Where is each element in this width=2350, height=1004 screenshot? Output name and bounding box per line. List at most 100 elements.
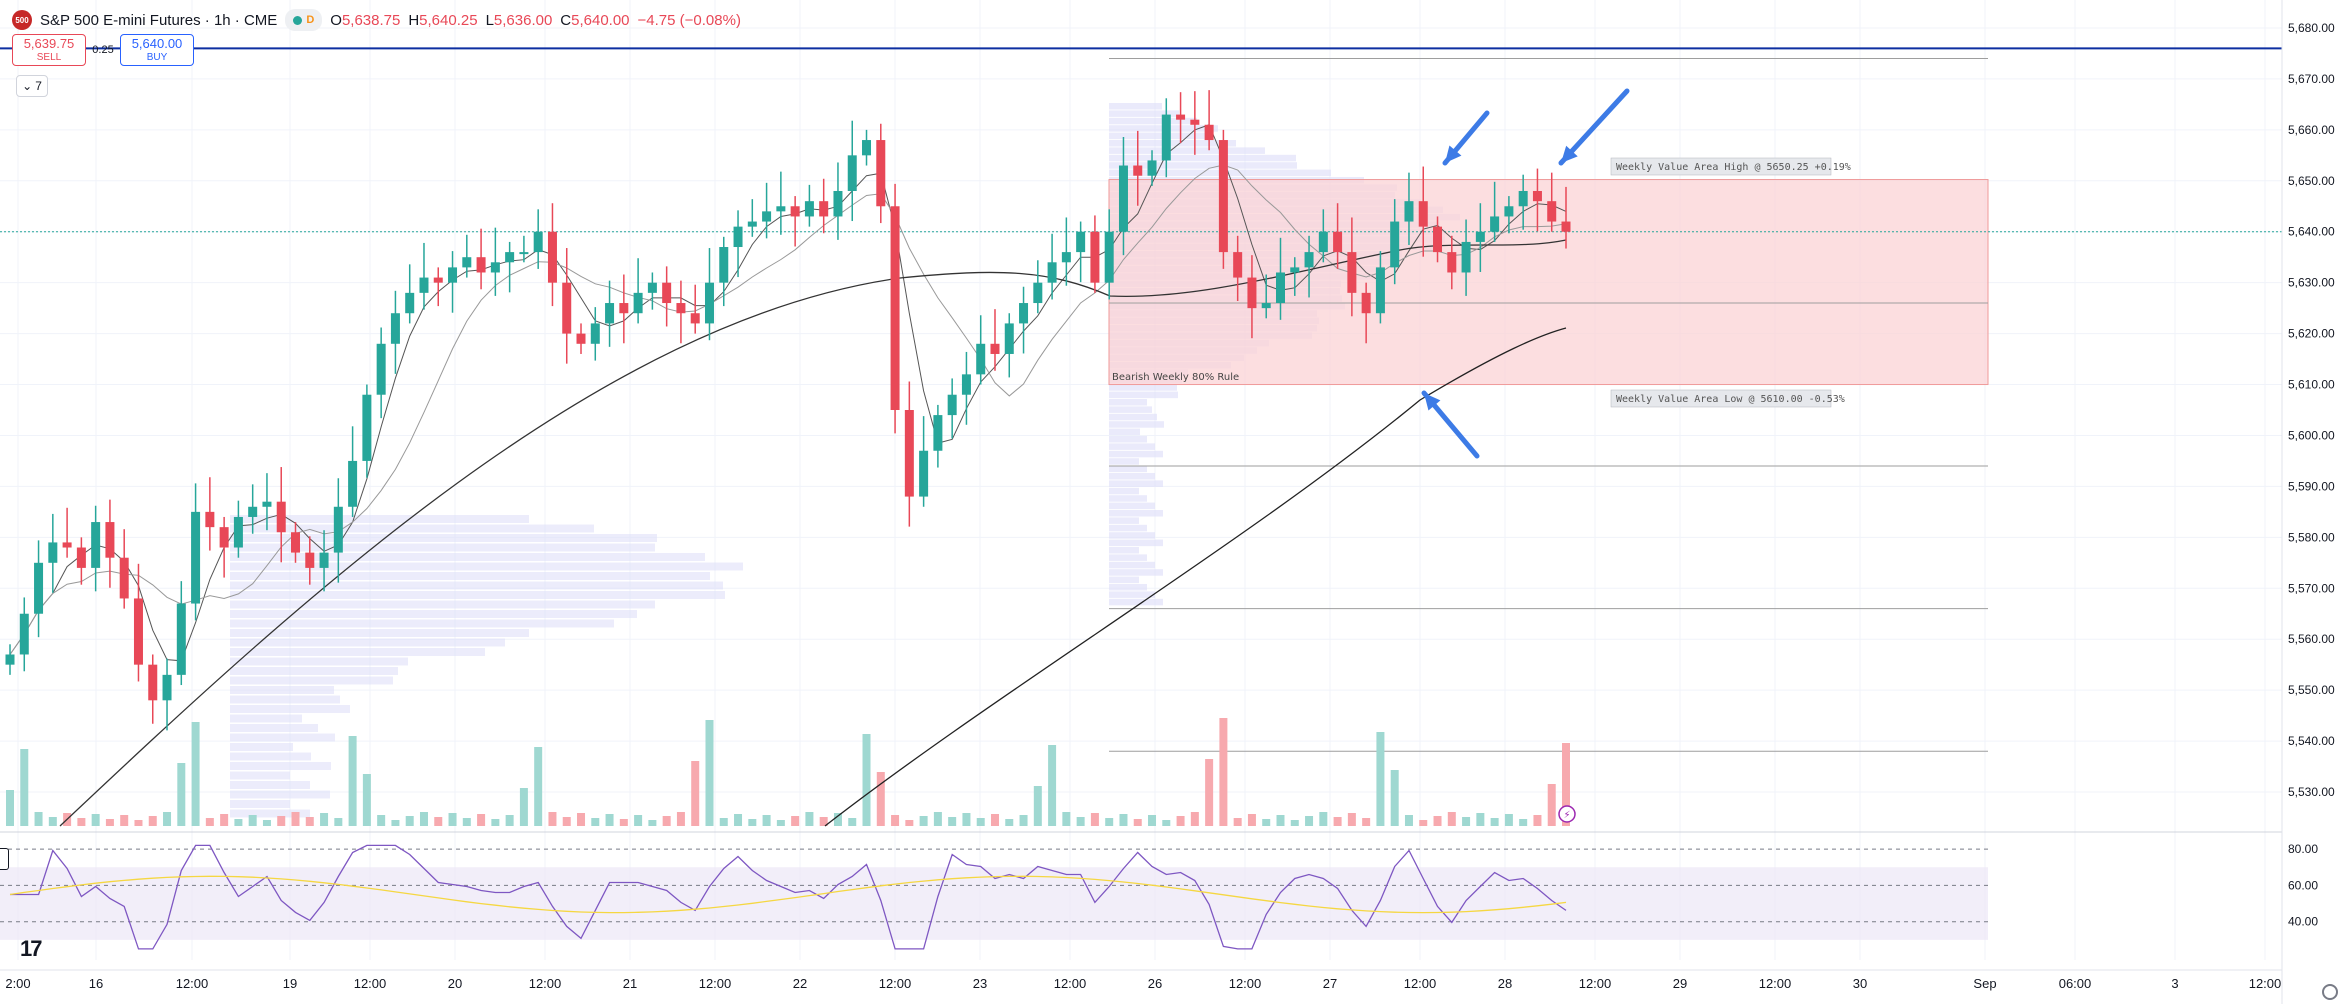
volume-bar xyxy=(248,815,257,826)
rsi-line xyxy=(10,844,1567,950)
volume-profile-bar xyxy=(1109,147,1265,154)
candle-body xyxy=(1104,231,1114,283)
volume-bar xyxy=(762,815,771,826)
candle-body xyxy=(1076,231,1086,253)
price-tick-label: 5,580.00 xyxy=(2288,530,2335,544)
candle-body xyxy=(1133,165,1143,176)
volume-profile-bar xyxy=(230,676,393,685)
time-axis[interactable]: 2:00 16 12:00 19 12:00 20 12:00 21 12:00 22 12:00 2… xyxy=(0,969,2282,991)
high-label: H xyxy=(408,11,420,29)
volume-bar xyxy=(719,818,728,826)
volume-bar xyxy=(405,816,414,826)
candle-body xyxy=(105,522,115,558)
volume-bar xyxy=(1533,815,1542,826)
candle-body xyxy=(1176,114,1186,120)
volume-bar xyxy=(933,812,942,826)
volume-bar xyxy=(1205,759,1214,826)
volume-bar xyxy=(833,813,842,826)
candle-body xyxy=(847,155,857,191)
volume-bar xyxy=(948,817,957,826)
candle-body xyxy=(133,598,143,665)
candle-body xyxy=(1518,190,1528,207)
volume-bar xyxy=(419,812,428,826)
candle-body xyxy=(1218,140,1228,253)
volume-bar xyxy=(805,812,814,826)
time-tick-label: 21 xyxy=(623,976,637,991)
pane-collapse-tab[interactable] xyxy=(0,848,9,870)
volume-bar xyxy=(876,772,885,826)
volume-bar xyxy=(120,815,129,826)
candle-body xyxy=(62,542,72,548)
candle-body xyxy=(148,664,158,701)
volume-profile-bar xyxy=(1109,561,1155,569)
candle-body xyxy=(1004,323,1014,354)
ohlc-values: O5,638.75 H5,640.25 L5,636.00 C5,640.00 … xyxy=(330,12,741,29)
volume-profile-bar xyxy=(230,667,398,675)
candle-body xyxy=(1347,252,1357,293)
volume-profile-bar xyxy=(230,752,311,761)
volume-bar xyxy=(6,790,14,826)
market-status-pill[interactable]: D xyxy=(285,9,323,31)
candle-body xyxy=(1204,124,1214,141)
candle-body xyxy=(419,277,429,293)
time-tick-label: 12:00 xyxy=(176,976,209,991)
price-tick-label: 5,610.00 xyxy=(2288,378,2335,392)
volume-bar xyxy=(862,734,871,826)
indicator-count: 7 xyxy=(35,79,42,93)
candles xyxy=(5,90,1571,731)
volume-bar xyxy=(691,761,700,826)
sell-price: 5,639.75 xyxy=(23,36,75,52)
candle-body xyxy=(1547,201,1557,222)
price-axis[interactable]: 5,530.00 5,540.00 5,550.00 5,560.00 5,570.00… xyxy=(2281,0,2350,1004)
volume-profile-bar xyxy=(230,515,529,523)
volume-bar xyxy=(305,817,314,826)
buy-label: BUY xyxy=(146,51,168,63)
time-tick-label: 2:00 xyxy=(5,976,30,991)
volume-bar xyxy=(990,814,999,826)
value-area-tag-text: Weekly Value Area Low @ 5610.00 -0.53% xyxy=(1616,394,1845,405)
value-area-rule-text: Bearish Weekly 80% Rule xyxy=(1112,372,1239,383)
volume-bar xyxy=(1333,817,1342,826)
annotation-arrows[interactable] xyxy=(1421,88,1630,459)
sell-button[interactable]: 5,639.75 SELL xyxy=(12,34,86,66)
price-tick-label: 5,600.00 xyxy=(2288,428,2335,442)
volume-bar xyxy=(1490,818,1499,826)
candle-body xyxy=(576,333,586,344)
volume-bar xyxy=(1033,786,1042,826)
volume-bar xyxy=(1404,815,1413,826)
indicators-toggle-button[interactable]: ⌄ 7 xyxy=(16,75,48,97)
gear-icon[interactable] xyxy=(2322,984,2338,1000)
time-tick-label: 3 xyxy=(2171,976,2178,991)
spread-value: 0.25 xyxy=(92,44,114,56)
volume-bar xyxy=(1233,818,1242,826)
candle-body xyxy=(1161,114,1171,161)
volume-bar xyxy=(134,820,143,826)
candle-body xyxy=(319,552,329,568)
volume-bar xyxy=(434,817,443,826)
volume-profile-bar xyxy=(1109,162,1297,169)
buy-price: 5,640.00 xyxy=(131,36,183,52)
value-area-labels: Weekly Value Area High @ 5650.25 +0.19% W… xyxy=(1112,157,1851,408)
candle-body xyxy=(5,654,15,665)
volume-profile-bar xyxy=(230,771,290,780)
volume-bar xyxy=(491,819,500,826)
tradingview-logo-icon: 17 xyxy=(20,936,43,961)
volume-bar xyxy=(1119,814,1128,826)
buy-button[interactable]: 5,640.00 BUY xyxy=(120,34,194,66)
rsi-tick-label: 80.00 xyxy=(2288,842,2318,856)
ma-mid-line xyxy=(9,164,1567,655)
price-axis-bg xyxy=(2282,0,2350,1004)
candle-body xyxy=(1375,267,1385,314)
price-tick-label: 5,680.00 xyxy=(2288,21,2335,35)
volume-profile-bar xyxy=(1109,436,1147,443)
time-tick-label: 12:00 xyxy=(1054,976,1087,991)
symbol-title[interactable]: S&P 500 E-mini Futures · 1h · CME xyxy=(40,11,278,29)
candle-body xyxy=(819,201,829,217)
candle-body xyxy=(348,460,358,507)
volume-profile-bar xyxy=(230,809,310,818)
candle-body xyxy=(976,343,986,375)
volume-bar xyxy=(748,819,757,826)
alert-icon[interactable]: ⚡ xyxy=(1558,805,1576,823)
volume-bar xyxy=(1547,784,1556,826)
